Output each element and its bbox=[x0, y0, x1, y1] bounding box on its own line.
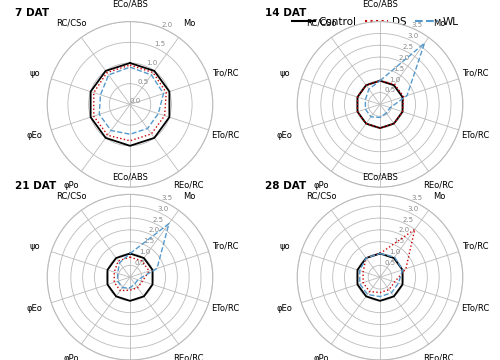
Text: 14 DAT: 14 DAT bbox=[265, 8, 306, 18]
Text: 28 DAT: 28 DAT bbox=[265, 181, 306, 191]
Text: 7 DAT: 7 DAT bbox=[15, 8, 49, 18]
Legend: Control, DS, WL: Control, DS, WL bbox=[288, 13, 463, 31]
Text: 21 DAT: 21 DAT bbox=[15, 181, 56, 191]
